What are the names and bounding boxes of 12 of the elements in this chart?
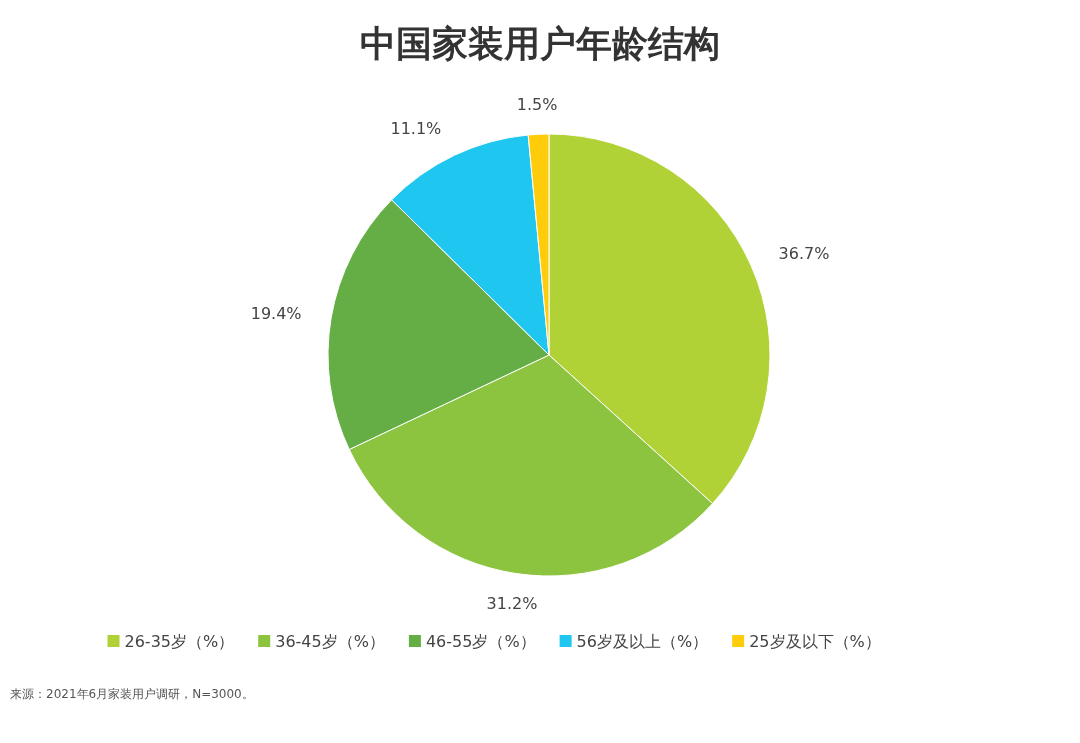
data-label: 36.7% [778,244,830,264]
data-label: 19.4% [250,303,302,323]
legend-label: 25岁及以下（%） [749,632,881,651]
chart-title: 中国家装用户年龄结构 [360,23,720,64]
data-label: 1.5% [516,95,558,115]
source-note: 来源：2021年6月家装用户调研，N=3000。 [10,687,254,701]
data-label: 11.1% [390,119,442,139]
legend-label: 26-35岁（%） [124,632,235,651]
legend-label: 46-55岁（%） [425,632,536,651]
legend-label: 36-45岁（%） [275,632,385,651]
legend-label: 56岁及以上（%） [576,632,709,651]
data-label: 31.2% [486,594,538,614]
